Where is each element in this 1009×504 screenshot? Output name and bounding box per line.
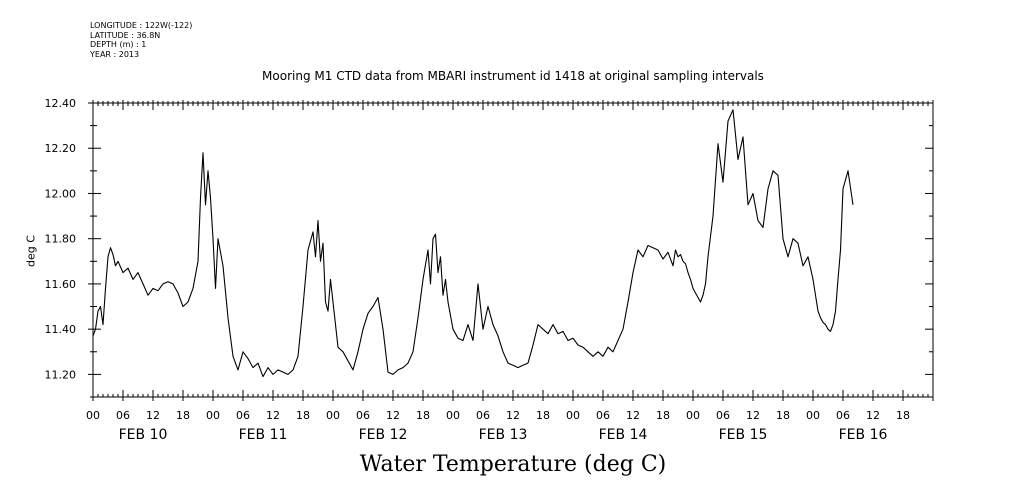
x-tick-label: 18: [536, 409, 550, 422]
y-tick-label: 11.40: [45, 323, 77, 336]
x-day-label: FEB 11: [239, 427, 288, 443]
x-tick-label: 00: [806, 409, 820, 422]
x-tick-label: 06: [356, 409, 370, 422]
x-tick-label: 00: [86, 409, 100, 422]
x-day-label: FEB 10: [119, 427, 168, 443]
x-tick-label: 12: [386, 409, 400, 422]
x-tick-label: 00: [446, 409, 460, 422]
x-day-label: FEB 16: [839, 427, 888, 443]
x-tick-label: 12: [746, 409, 760, 422]
longitude-text: LONGITUDE : 122W(-122): [90, 21, 193, 30]
x-tick-label: 12: [146, 409, 160, 422]
x-tick-label: 00: [206, 409, 220, 422]
x-tick-label: 00: [686, 409, 700, 422]
x-tick-label: 06: [116, 409, 130, 422]
metadata-block: LONGITUDE : 122W(-122) LATITUDE : 36.8N …: [90, 21, 192, 59]
x-tick-label: 12: [866, 409, 880, 422]
y-tick-label: 12.40: [45, 97, 77, 110]
x-tick-label: 00: [326, 409, 340, 422]
x-tick-label: 06: [836, 409, 850, 422]
year-text: YEAR : 2013: [90, 49, 140, 59]
x-tick-label: 18: [296, 409, 310, 422]
x-tick-label: 06: [236, 409, 250, 422]
x-tick-label: 06: [596, 409, 610, 422]
x-tick-label: 06: [716, 409, 730, 422]
y-tick-label: 12.00: [45, 187, 77, 200]
x-tick-label: 18: [416, 409, 430, 422]
y-tick-label: 11.20: [45, 368, 77, 381]
plot-frame: [92, 102, 934, 398]
x-tick-label: 12: [506, 409, 520, 422]
series-line: [92, 109, 854, 378]
x-day-label: FEB 14: [599, 427, 648, 443]
x-axis-label: Water Temperature (deg C): [359, 452, 667, 477]
y-tick-label: 11.60: [45, 278, 77, 291]
x-tick-label: 12: [626, 409, 640, 422]
chart-title: Mooring M1 CTD data from MBARI instrumen…: [262, 69, 764, 83]
x-day-label: FEB 13: [479, 427, 528, 443]
x-day-label: FEB 12: [359, 427, 408, 443]
depth-text: DEPTH (m) : 1: [90, 40, 147, 49]
x-tick-label: 06: [476, 409, 490, 422]
x-tick-label: 18: [656, 409, 670, 422]
x-day-label: FEB 15: [719, 427, 768, 443]
y-tick-label: 12.20: [45, 142, 77, 155]
x-tick-label: 18: [896, 409, 910, 422]
x-tick-label: 18: [176, 409, 190, 422]
x-tick-label: 00: [566, 409, 580, 422]
x-tick-label: 18: [776, 409, 790, 422]
x-tick-label: 12: [266, 409, 280, 422]
latitude-text: LATITUDE : 36.8N: [90, 30, 161, 40]
y-tick-label: 11.80: [45, 233, 77, 246]
